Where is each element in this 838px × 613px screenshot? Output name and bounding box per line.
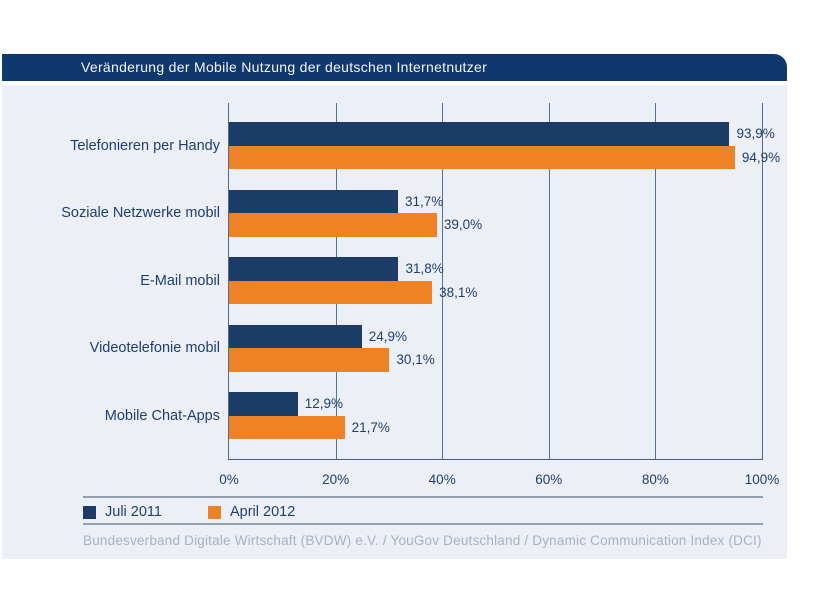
category-label: E-Mail mobil <box>140 272 220 289</box>
bar-track: 30,1% <box>229 348 762 372</box>
bar-track: 39,0% <box>229 213 762 237</box>
bar-value-label: 94,9% <box>741 149 781 165</box>
page-title: Veränderung der Mobile Nutzung der deuts… <box>81 59 488 75</box>
bar-april-2012 <box>229 280 433 304</box>
bar-value-label: 30,1% <box>396 352 435 368</box>
bar-april-2012 <box>229 213 437 237</box>
chart-row-4: Videotelefonie mobil 24,9% 30,1% <box>90 324 762 372</box>
legend-divider-top <box>83 496 763 498</box>
chart-panel: 0% 20% 40% 60% 80% 100% Telefonieren per Handy… <box>2 85 787 559</box>
gridline-60% <box>548 103 550 459</box>
bar-track: 31,7% <box>229 189 762 213</box>
bar-value-label: 39,0% <box>443 217 483 233</box>
bar-value-label: 21,7% <box>351 419 390 435</box>
legend: Juli 2011 April 2012 <box>83 503 295 521</box>
bar-april-2012 <box>229 348 390 372</box>
bar-juli-2011 <box>229 189 398 213</box>
x-tick-label: 20% <box>322 472 350 487</box>
x-tick-label: 40% <box>428 472 456 487</box>
bar-value-label: 38,1% <box>439 284 478 300</box>
chart-row-1: Telefonieren per Handy 93,9% 94,9% <box>70 122 780 169</box>
bar-track: 94,9% <box>229 145 780 169</box>
bar-track: 38,1% <box>229 280 762 304</box>
bar-track: 31,8% <box>229 257 762 281</box>
chart-row-2: Soziale Netzwerke mobil 31,7% 39,0% <box>61 189 762 237</box>
bar-track: 12,9% <box>229 392 762 416</box>
bar-value-label: 93,9% <box>736 126 775 142</box>
category-label: Videotelefonie mobil <box>89 340 220 356</box>
x-tick-label: 80% <box>641 472 669 487</box>
bar-juli-2011 <box>229 324 362 348</box>
legend-divider-bottom <box>83 523 763 525</box>
bar-april-2012 <box>229 145 735 169</box>
chart-title-bar: Veränderung der Mobile Nutzung der deuts… <box>2 54 787 81</box>
plot-area: 0% 20% 40% 60% 80% 100% Telefonieren per Handy… <box>61 103 780 487</box>
bar-track: 21,7% <box>229 415 762 439</box>
source-text: Bundesverband Digitale Wirtschaft (BVDW)… <box>83 533 762 548</box>
legend-label: Juli 2011 <box>105 504 162 520</box>
legend-label: April 2012 <box>229 504 296 520</box>
chart-row-3: E-Mail mobil 31,8% 38,1% <box>140 257 762 304</box>
x-tick-label: 0% <box>219 472 239 487</box>
bar-value-label: 24,9% <box>368 328 407 344</box>
legend-swatch-icon <box>207 505 221 519</box>
gridline-80% <box>655 103 657 459</box>
bar-april-2012 <box>229 415 345 439</box>
category-label: Mobile Chat-Apps <box>104 407 220 424</box>
bar-juli-2011 <box>229 257 399 281</box>
bar-track: 93,9% <box>229 122 775 146</box>
bar-value-label: 12,9% <box>304 396 344 412</box>
bar-juli-2011 <box>229 392 298 416</box>
category-label: Soziale Netzwerke mobil <box>61 205 220 221</box>
legend-swatch-icon <box>83 505 96 519</box>
bar-juli-2011 <box>229 122 730 146</box>
x-tick-label: 60% <box>535 472 563 487</box>
legend-item-april-2012: April 2012 <box>207 504 296 520</box>
bar-track: 24,9% <box>229 324 762 348</box>
bar-value-label: 31,8% <box>405 261 444 277</box>
x-tick-label: 100% <box>744 472 780 487</box>
bar-value-label: 31,7% <box>404 193 444 209</box>
legend-item-juli-2011: Juli 2011 <box>83 504 162 520</box>
gridline-40% <box>442 103 444 459</box>
chart-row-5: Mobile Chat-Apps 12,9% 21,7% <box>105 392 762 439</box>
category-label: Telefonieren per Handy <box>70 137 220 154</box>
